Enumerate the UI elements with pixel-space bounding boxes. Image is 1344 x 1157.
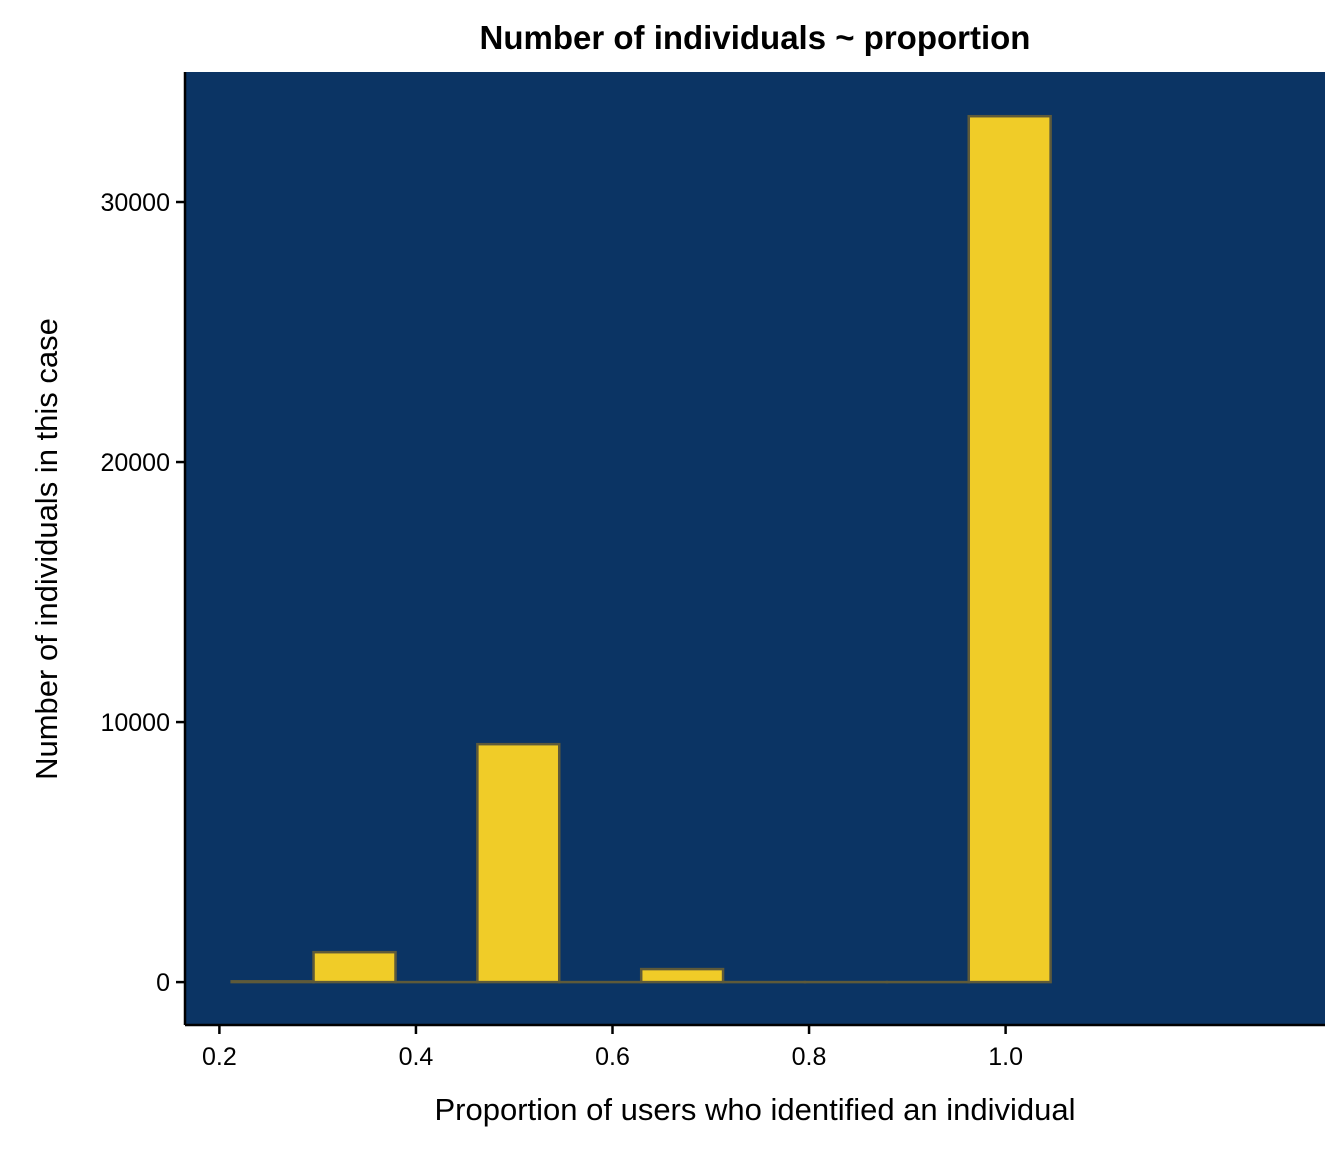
plot-panel-background: [185, 72, 1325, 1025]
x-tick-label: 1.0: [988, 1043, 1023, 1071]
x-tick-label: 0.6: [595, 1043, 630, 1071]
histogram-bar: [314, 952, 396, 982]
x-tick-label: 0.4: [399, 1043, 434, 1071]
y-tick-label: 30000: [100, 189, 170, 217]
histogram-bar: [477, 744, 559, 982]
y-axis-title: Number of individuals in this case: [29, 318, 64, 780]
x-tick-label: 0.8: [792, 1043, 827, 1071]
chart-title: Number of individuals ~ proportion: [480, 19, 1031, 56]
y-tick-label: 20000: [100, 449, 170, 477]
x-axis-ticks: 0.2 0.4 0.6 0.8 1.0: [202, 1025, 1023, 1071]
y-tick-label: 10000: [100, 709, 170, 737]
x-axis-title: Proportion of users who identified an in…: [434, 1092, 1075, 1127]
histogram-bar: [232, 981, 314, 982]
histogram-bar: [969, 116, 1051, 982]
y-axis-ticks: 0 10000 20000 30000: [100, 189, 185, 997]
histogram-bar: [641, 969, 723, 982]
y-tick-label: 0: [156, 969, 170, 997]
x-tick-label: 0.2: [202, 1043, 237, 1071]
